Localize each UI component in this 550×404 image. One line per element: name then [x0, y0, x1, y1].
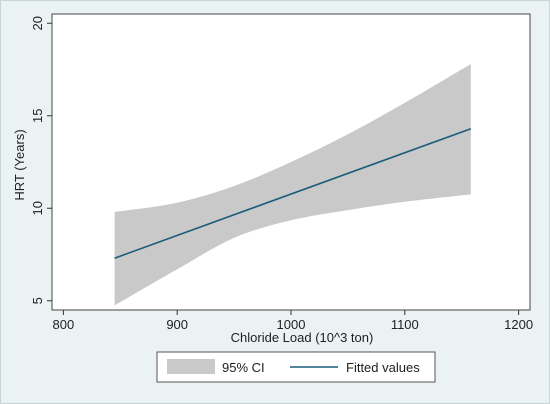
x-tick-label: 1100	[391, 317, 419, 332]
y-tick-label: 20	[30, 16, 45, 30]
fitted-line-layer	[114, 127, 472, 259]
y-tick-label: 10	[30, 201, 45, 215]
x-axis: 800 900 1000 1100 1200	[53, 310, 533, 332]
x-tick-label: 1200	[504, 317, 533, 332]
x-tick-label: 1000	[277, 317, 306, 332]
legend-ci-label: 95% CI	[222, 360, 265, 375]
y-axis-title: HRT (Years)	[12, 129, 27, 200]
legend: 95% CI Fitted values	[156, 351, 436, 383]
legend-fit-label: Fitted values	[346, 360, 420, 375]
y-tick-label: 5	[30, 297, 45, 304]
y-tick-label: 15	[30, 109, 45, 123]
x-tick-label: 800	[53, 317, 75, 332]
y-axis: 5 10 15 20	[30, 16, 52, 304]
x-tick-label: 900	[166, 317, 188, 332]
confidence-band-layer	[114, 63, 471, 306]
ci-band	[114, 63, 471, 306]
x-axis-title: Chloride Load (10^3 ton)	[231, 330, 374, 345]
legend-ci-swatch	[167, 359, 215, 374]
fitted-line	[114, 127, 472, 259]
